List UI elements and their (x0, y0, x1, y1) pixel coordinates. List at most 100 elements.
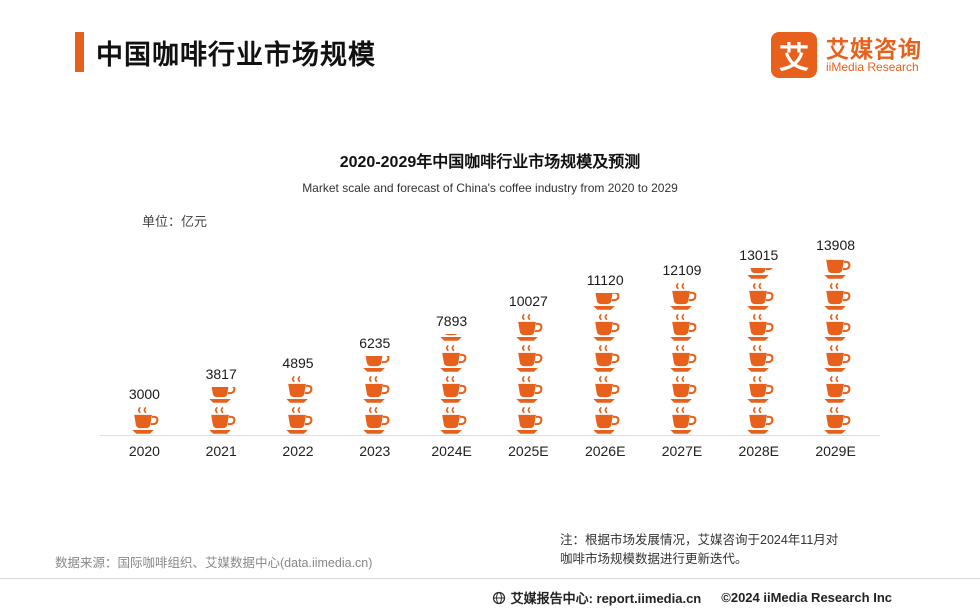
coffee-cup-icon (593, 314, 620, 341)
year-label: 2023 (359, 443, 391, 459)
chart-column-2023: 6235 (336, 234, 413, 435)
year-label: 2024E (431, 443, 472, 459)
coffee-cup-icon (516, 407, 543, 434)
coffee-cup (819, 376, 853, 404)
coffee-cup (358, 407, 392, 435)
coffee-cup-icon (593, 293, 620, 310)
coffee-cup (742, 314, 776, 342)
coffee-cup (511, 345, 545, 373)
coffee-cup-icon (823, 283, 850, 310)
year-label: 2021 (205, 443, 237, 459)
cup-stack (665, 283, 699, 435)
value-label: 13015 (739, 247, 779, 263)
copyright-text: ©2024 iiMedia Research Inc (721, 590, 892, 605)
pictogram-plot: 3000 3817 4895 6235 7893 10027 11120 12109 13015… (100, 234, 880, 436)
coffee-cup (742, 407, 776, 435)
coffee-cup-icon (209, 387, 236, 403)
year-label: 2029E (815, 443, 856, 459)
coffee-cup-icon (747, 407, 774, 434)
coffee-cup-icon (516, 345, 543, 372)
coffee-cup-icon (747, 314, 774, 341)
coffee-cup (819, 283, 853, 311)
coffee-cup-icon (593, 407, 620, 434)
coffee-cup-icon (823, 376, 850, 403)
coffee-cup-icon (670, 314, 697, 341)
value-label: 3000 (128, 386, 160, 402)
value-label: 12109 (662, 262, 702, 278)
cup-stack (127, 407, 161, 435)
coffee-cup-icon (363, 356, 390, 372)
coffee-cup-icon (823, 258, 850, 279)
coffee-cup (511, 314, 545, 342)
header: 中国咖啡行业市场规模 艾 艾媒咨询 iiMedia Research (75, 32, 922, 78)
year-label: 2022 (282, 443, 314, 459)
footnote-line-1: 注：根据市场发展情况，艾媒咨询于2024年11月对 (560, 533, 839, 547)
coffee-cup-icon (439, 407, 467, 434)
page-title: 中国咖啡行业市场规模 (96, 39, 376, 70)
chart-subtitle: Market scale and forecast of China's cof… (302, 181, 678, 195)
cup-stack (204, 387, 238, 435)
coffee-cup-icon (286, 407, 313, 434)
coffee-cup-icon (747, 345, 774, 372)
value-label: 6235 (359, 335, 391, 351)
coffee-cup (819, 314, 853, 342)
coffee-cup (435, 345, 469, 373)
partial-cup-icon (435, 334, 469, 342)
chart-column-2020: 3000 (106, 234, 183, 435)
year-label: 2027E (661, 443, 703, 459)
coffee-cup-icon (670, 407, 697, 434)
coffee-cup (127, 407, 161, 435)
coffee-cup-icon (209, 407, 236, 434)
coffee-cup (665, 314, 699, 342)
value-label: 10027 (508, 293, 548, 309)
coffee-cup-icon (363, 376, 390, 403)
coffee-cup (281, 376, 315, 404)
year-label: 2026E (584, 443, 626, 459)
brand-logo: 艾 艾媒咨询 iiMedia Research (771, 32, 922, 78)
coffee-cup-icon (747, 283, 774, 310)
coffee-cup-icon (670, 376, 697, 403)
coffee-cup (358, 376, 392, 404)
coffee-cup-icon (516, 314, 543, 341)
coffee-cup (665, 283, 699, 311)
coffee-cup-icon (439, 345, 467, 372)
cup-stack (358, 356, 392, 435)
coffee-cup (588, 314, 622, 342)
cup-stack (588, 293, 622, 435)
coffee-cup (435, 376, 469, 404)
brand-name-en: iiMedia Research (826, 59, 919, 74)
cup-stack (511, 314, 545, 435)
footnote: 注：根据市场发展情况，艾媒咨询于2024年11月对 咖啡市场规模数据进行更新迭代… (560, 531, 838, 569)
year-label: 2025E (508, 443, 549, 459)
coffee-cup-icon (823, 314, 850, 341)
coffee-cup-icon (747, 268, 773, 279)
coffee-cup-icon (747, 376, 774, 403)
coffee-cup-icon (593, 345, 620, 372)
title-block: 中国咖啡行业市场规模 (75, 32, 376, 72)
chart-column-2022: 4895 (260, 234, 337, 435)
coffee-cup (588, 376, 622, 404)
report-center-text: 艾媒报告中心: report.iimedia.cn (510, 591, 702, 606)
cup-stack (435, 334, 469, 435)
coffee-cup (665, 376, 699, 404)
coffee-cup-icon (823, 407, 850, 434)
coffee-cup-icon (363, 407, 390, 434)
coffee-cup-icon (823, 345, 850, 372)
chart-section: 2020-2029年中国咖啡行业市场规模及预测 Market scale and… (100, 148, 880, 459)
coffee-cup (588, 345, 622, 373)
value-label: 3817 (205, 366, 237, 382)
value-label: 7893 (436, 313, 468, 329)
coffee-cup (281, 407, 315, 435)
partial-cup-icon (588, 293, 622, 311)
coffee-cup (435, 407, 469, 435)
chart-column-2024E: 7893 (413, 234, 490, 435)
coffee-cup-icon (439, 334, 462, 341)
unit-label: 单位：亿元 (142, 214, 208, 229)
coffee-cup (511, 376, 545, 404)
chart-column-2021: 3817 (183, 234, 260, 435)
chart-column-2028E: 13015 (720, 234, 797, 435)
chart-column-2027E: 12109 (644, 234, 721, 435)
coffee-cup-icon (593, 376, 620, 403)
year-label: 2028E (738, 443, 780, 459)
